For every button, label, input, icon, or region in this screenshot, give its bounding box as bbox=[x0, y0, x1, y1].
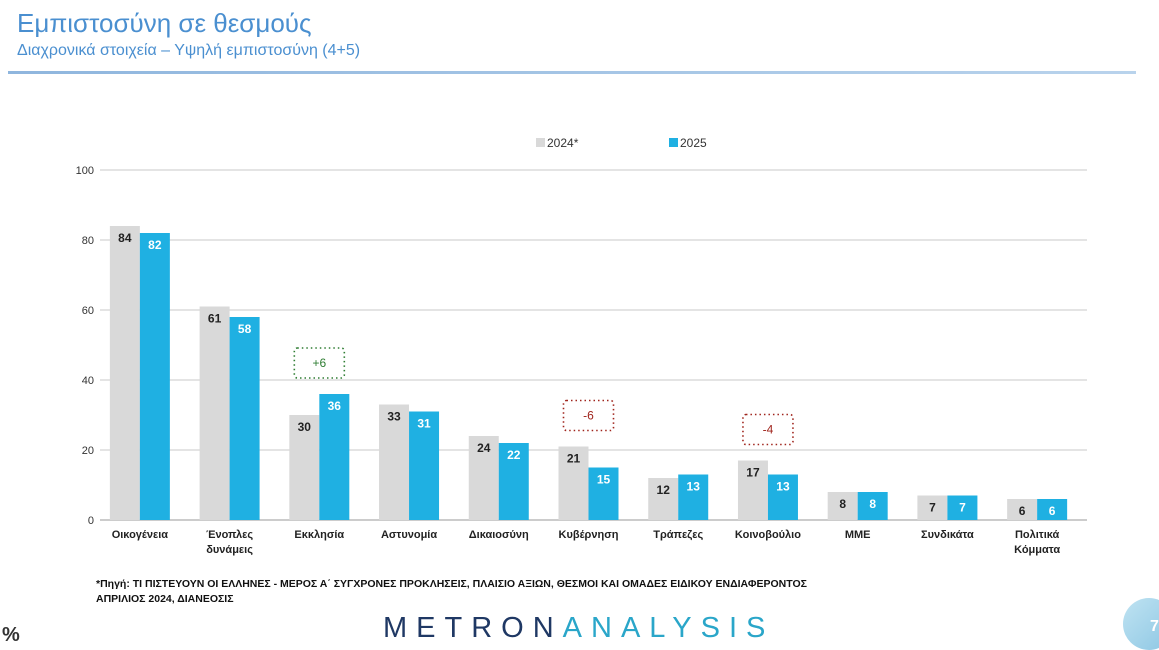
bar-2025 bbox=[139, 233, 170, 520]
change-annotation-box bbox=[293, 347, 346, 379]
x-tick-label: Κοινοβούλιο bbox=[735, 529, 801, 541]
page-number: 7 bbox=[1150, 618, 1159, 635]
bar-2024 bbox=[917, 495, 948, 520]
data-label: 82 bbox=[148, 238, 162, 252]
change-annotation-box bbox=[742, 413, 794, 446]
bar-2025 bbox=[319, 394, 350, 520]
data-label: 21 bbox=[567, 452, 581, 466]
data-label: 12 bbox=[657, 483, 671, 497]
bar-2025 bbox=[588, 467, 619, 520]
page-subtitle: Διαχρονικά στοιχεία – Υψηλή εμπιστοσύνη … bbox=[17, 42, 361, 59]
y-tick-label: 60 bbox=[82, 305, 94, 317]
bar-2025 bbox=[229, 317, 260, 520]
bar-2025 bbox=[498, 443, 529, 520]
bar-2024 bbox=[1007, 499, 1038, 520]
bar-2024 bbox=[468, 436, 499, 520]
x-tick-label: Εκκλησία bbox=[294, 529, 344, 541]
y-tick-label: 20 bbox=[82, 445, 94, 457]
page-title: Εμπιστοσύνη σε θεσμούς bbox=[17, 8, 312, 38]
change-annotation-box bbox=[562, 399, 615, 432]
data-label: 13 bbox=[776, 480, 790, 494]
y-tick-label: 100 bbox=[76, 165, 94, 177]
x-tick-label: Οικογένεια bbox=[112, 529, 169, 541]
metron-analysis-logo: METRONANALYSIS bbox=[383, 612, 774, 645]
data-label: 8 bbox=[839, 497, 846, 511]
change-annotation-label: -6 bbox=[583, 409, 594, 423]
data-label: 84 bbox=[118, 231, 132, 245]
bar-2024 bbox=[737, 460, 768, 520]
logo-part-analysis: ANALYSIS bbox=[562, 612, 775, 644]
bar-2024 bbox=[558, 446, 589, 520]
x-tick-label: Πολιτικά bbox=[1015, 529, 1060, 541]
change-annotation-label: +6 bbox=[312, 356, 326, 370]
page-number-badge: 7 bbox=[1123, 598, 1159, 650]
data-label: 6 bbox=[1019, 504, 1026, 518]
data-label: 24 bbox=[477, 441, 491, 455]
data-label: 13 bbox=[687, 480, 701, 494]
data-label: 17 bbox=[746, 466, 760, 480]
bar-2024 bbox=[289, 415, 320, 520]
bar-2025 bbox=[947, 495, 978, 520]
data-label: 22 bbox=[507, 448, 521, 462]
x-tick-label: Συνδικάτα bbox=[921, 529, 974, 541]
data-label: 31 bbox=[417, 417, 431, 431]
source-footnote: *Πηγή: ΤΙ ΠΙΣΤΕΥΟΥΝ ΟΙ ΕΛΛΗΝΕΣ - ΜΕΡΟΣ Α… bbox=[96, 577, 807, 607]
bar-2025 bbox=[767, 474, 798, 520]
bar-2024 bbox=[648, 478, 679, 520]
y-tick-label: 80 bbox=[82, 235, 94, 247]
x-tick-label: Κυβέρνηση bbox=[559, 529, 619, 541]
bar-2024 bbox=[109, 226, 140, 520]
data-label: 7 bbox=[929, 501, 936, 515]
data-label: 36 bbox=[328, 399, 342, 413]
bar-2024 bbox=[379, 404, 410, 520]
bar-2025 bbox=[409, 411, 440, 520]
x-tick-label: Ένοπλες bbox=[206, 529, 253, 541]
x-tick-label: Δικαιοσύνη bbox=[469, 529, 529, 541]
bar-2024 bbox=[827, 492, 858, 520]
x-tick-label: Τράπεζες bbox=[653, 529, 703, 541]
data-label: 7 bbox=[959, 501, 966, 515]
bar-2025 bbox=[1037, 499, 1068, 520]
data-label: 15 bbox=[597, 473, 611, 487]
bar-2025 bbox=[857, 492, 888, 520]
title-divider bbox=[8, 71, 1136, 74]
x-tick-label: Αστυνομία bbox=[381, 529, 437, 541]
legend-label: 2024* bbox=[547, 136, 579, 150]
legend-label: 2025 bbox=[680, 136, 707, 150]
x-tick-label: δυνάμεις bbox=[206, 544, 253, 556]
legend-swatch-2025 bbox=[669, 138, 678, 147]
x-tick-label: Κόμματα bbox=[1014, 544, 1060, 556]
change-annotation-label: -4 bbox=[763, 423, 774, 437]
data-label: 61 bbox=[208, 312, 222, 326]
y-tick-label: 40 bbox=[82, 375, 94, 387]
bar-2024 bbox=[199, 306, 230, 520]
legend-swatch-2024 bbox=[536, 138, 545, 147]
x-tick-label: ΜΜΕ bbox=[845, 529, 871, 541]
data-label: 6 bbox=[1049, 504, 1056, 518]
data-label: 30 bbox=[298, 420, 312, 434]
footnote-line-2: ΑΠΡΙΛΙΟΣ 2024, ΔΙΑΝΕΟΣΙΣ bbox=[96, 593, 234, 605]
bar-2025 bbox=[678, 474, 709, 520]
logo-part-metron: METRON bbox=[383, 612, 563, 644]
y-tick-label: 0 bbox=[88, 515, 94, 527]
data-label: 58 bbox=[238, 322, 252, 336]
unit-label: % bbox=[2, 624, 20, 646]
data-label: 8 bbox=[869, 497, 876, 511]
data-label: 33 bbox=[387, 410, 401, 424]
footnote-line-1: *Πηγή: ΤΙ ΠΙΣΤΕΥΟΥΝ ΟΙ ΕΛΛΗΝΕΣ - ΜΕΡΟΣ Α… bbox=[96, 578, 807, 590]
